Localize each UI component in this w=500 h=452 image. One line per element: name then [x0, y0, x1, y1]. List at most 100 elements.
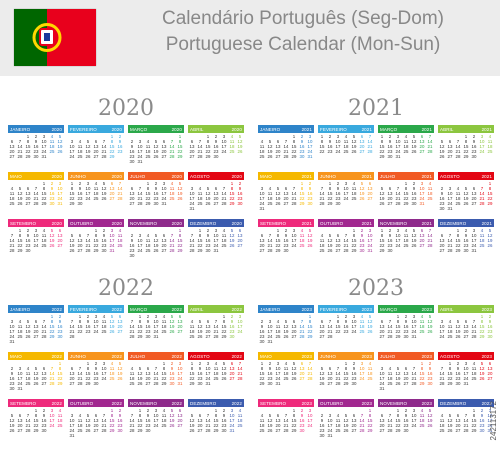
day-cell: 18	[17, 329, 23, 334]
day-cell: 24	[471, 243, 477, 248]
day-cell: 3	[58, 181, 62, 186]
day-cell: 12	[169, 413, 175, 418]
day-cell: 23	[129, 154, 135, 159]
day-cell: 22	[33, 423, 39, 428]
day-cell: 19	[411, 144, 417, 149]
day-cell: 28	[169, 154, 175, 159]
day-cell: 13	[177, 413, 183, 418]
month-name: SETEMBRO	[260, 220, 287, 226]
day-cell: 11	[351, 186, 357, 191]
day-cell: 15	[403, 191, 409, 196]
month-name: SETEMBRO	[260, 400, 287, 406]
day-cell: 2	[464, 228, 468, 233]
day-cell: 6	[276, 139, 280, 144]
day-cell: 14	[17, 144, 23, 149]
day-cell: 9	[58, 319, 62, 324]
day-cell: 23	[463, 243, 469, 248]
day-cell: 30	[351, 381, 357, 386]
month-year: 2021	[301, 220, 312, 226]
day-cell: 30	[129, 159, 135, 164]
day-cell: 1	[34, 408, 38, 413]
day-cell: 31	[229, 428, 235, 433]
month-year: 2022	[111, 306, 122, 312]
day-cell: 16	[129, 243, 135, 248]
day-cell: 12	[411, 139, 417, 144]
day-cell: 23	[307, 196, 313, 201]
day-cell: 17	[229, 418, 235, 423]
day-grid: 1 2 3 4 5 6 7 8 9 10 11 12 13 14 15 16 17 18 19 20 21 22 23 24 2…	[318, 134, 374, 154]
day-cell: 8	[336, 319, 340, 324]
day-cell: 21	[9, 243, 15, 248]
day-cell: 2	[146, 314, 150, 319]
month-header: AGOSTO 2023	[438, 352, 494, 360]
month-header: OUTUBRO 2021	[318, 219, 374, 227]
day-cell: 3	[10, 319, 14, 324]
day-cell: 5	[10, 413, 14, 418]
day-cell: 19	[109, 324, 115, 329]
day-cell: 11	[439, 418, 445, 423]
day-cell: 15	[109, 144, 115, 149]
day-cell: 30	[387, 248, 393, 253]
day-grid: 1 2 3 4 5 6 7 8 9 10 11 12 13 14 15 16 17 18 19 20 21 22 23 24 2…	[318, 408, 374, 438]
day-cell: 16	[307, 191, 313, 196]
day-cell: 2	[206, 228, 210, 233]
day-cell: 15	[379, 144, 385, 149]
day-cell: 26	[57, 149, 63, 154]
day-cell: 9	[118, 139, 122, 144]
day-cell: 26	[367, 329, 373, 334]
day-cell: 22	[93, 243, 99, 248]
day-cell: 14	[77, 371, 83, 376]
day-cell: 2	[34, 134, 38, 139]
day-cell: 5	[86, 413, 90, 418]
day-cell: 4	[300, 228, 304, 233]
month-agosto: AGOSTO 2021 1 2 3 4 5 6 7 8 9 10 11 12 13 14 15 16 17 18 19 2…	[438, 172, 494, 212]
day-cell: 11	[169, 186, 175, 191]
month-julho: JULHO 2021 1 2 3 4 5 6 7 8 9 10 11 12 13 14 15 16 17 18 19 20…	[378, 172, 434, 212]
day-grid: 1 2 3 4 5 6 7 8 9 10 11 12 13 14 15 16 17 18 19 20 21 22 23 24 2…	[188, 181, 244, 211]
day-cell: 10	[161, 186, 167, 191]
day-cell: 27	[327, 381, 333, 386]
month-dezembro: DEZEMBRO 2021 1 2 3 4 5 6 7 8 9 10 11 12 13 14 15 16 17 18 1…	[438, 219, 494, 259]
day-cell: 6	[284, 186, 288, 191]
day-cell: 7	[26, 413, 30, 418]
day-cell: 14	[299, 324, 305, 329]
month-header: SETEMBRO 2021	[258, 219, 314, 227]
day-cell: 17	[351, 324, 357, 329]
day-cell: 4	[102, 314, 106, 319]
day-grid: 1 2 3 4 5 6 7 8 9 10 11 12 13 14 15 16 17 18 19 20 21 22 23 24 2…	[318, 361, 374, 386]
day-cell: 27	[455, 428, 461, 433]
day-cell: 3	[328, 413, 332, 418]
day-cell: 4	[360, 314, 364, 319]
day-cell: 13	[117, 319, 123, 324]
day-grid: 1 2 3 4 5 6 7 8 9 10 11 12 13 14 15 16 17 18 19 20 21 22 23 24 2…	[378, 134, 434, 159]
day-cell: 10	[41, 139, 47, 144]
month-grid: JANEIRO 2022 1 2 3 4 5 6 7 8 9 10 11 12 13 14 15 16 17 18 19…	[8, 305, 244, 439]
day-cell: 19	[137, 376, 143, 381]
day-cell: 21	[291, 196, 297, 201]
day-cell: 6	[178, 314, 182, 319]
day-cell: 27	[129, 201, 135, 206]
day-cell: 5	[480, 361, 484, 366]
day-grid: 1 2 3 4 5 6 7 8 9 10 11 12 13 14 15 16 17 18 19 20 21 22 23 24 2…	[438, 228, 494, 253]
month-header: NOVEMBRO 2020	[128, 219, 184, 227]
day-cell: 10	[335, 139, 341, 144]
day-cell: 24	[177, 376, 183, 381]
day-grid: 1 2 3 4 5 6 7 8 9 10 11 12 13 14 15 16 17 18 19 20 21 22 23 24 2…	[188, 361, 244, 386]
day-cell: 6	[380, 413, 384, 418]
day-cell: 1	[138, 408, 142, 413]
day-cell: 1	[230, 181, 234, 186]
day-cell: 11	[17, 324, 23, 329]
day-cell: 6	[58, 228, 62, 233]
month-name: JUNHO	[70, 353, 86, 359]
day-cell: 20	[9, 149, 15, 154]
day-cell: 7	[70, 319, 74, 324]
day-cell: 4	[238, 408, 242, 413]
day-cell: 3	[86, 181, 90, 186]
day-cell: 15	[57, 371, 63, 376]
day-cell: 10	[221, 139, 227, 144]
day-cell: 1	[146, 181, 150, 186]
day-cell: 30	[427, 381, 433, 386]
day-cell: 16	[487, 324, 493, 329]
day-cell: 18	[213, 371, 219, 376]
day-cell: 30	[205, 248, 211, 253]
